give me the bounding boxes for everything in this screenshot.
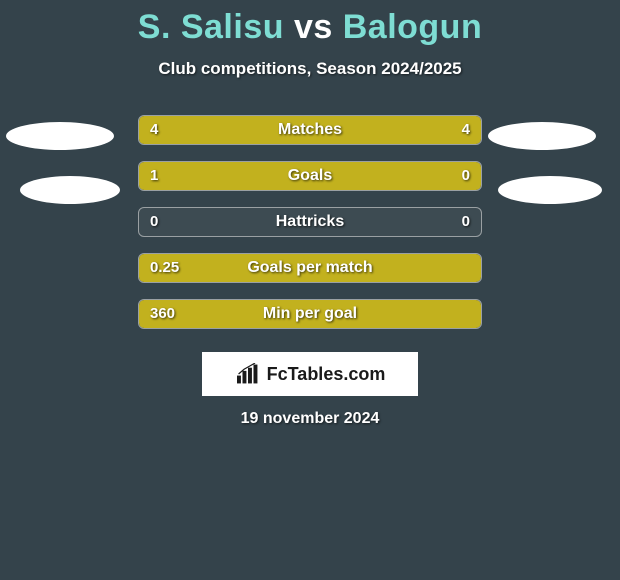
subtitle: Club competitions, Season 2024/2025 [0, 59, 620, 79]
decorative-ellipse [488, 122, 596, 150]
bar-fill-right [310, 116, 481, 144]
player1-name: S. Salisu [138, 8, 284, 46]
stat-row: 0.25Goals per match [0, 253, 620, 283]
brand-text: FcTables.com [267, 364, 386, 385]
bar-fill-left [139, 116, 310, 144]
stat-row: 360Min per goal [0, 299, 620, 329]
vs-text: vs [294, 8, 333, 46]
bar-fill-right [399, 162, 481, 190]
stat-track [138, 299, 482, 329]
decorative-ellipse [20, 176, 120, 204]
chart-icon [235, 363, 261, 385]
stat-track [138, 207, 482, 237]
decorative-ellipse [498, 176, 602, 204]
decorative-ellipse [6, 122, 114, 150]
bar-fill-left [139, 162, 399, 190]
stat-track [138, 115, 482, 145]
stat-track [138, 161, 482, 191]
player2-name: Balogun [343, 8, 482, 46]
brand-logo: FcTables.com [202, 352, 418, 396]
stat-row: 00Hattricks [0, 207, 620, 237]
date-text: 19 november 2024 [0, 410, 620, 428]
page-title: S. Salisu vs Balogun [0, 0, 620, 47]
bar-fill [139, 300, 481, 328]
bar-fill [139, 254, 481, 282]
stat-track [138, 253, 482, 283]
